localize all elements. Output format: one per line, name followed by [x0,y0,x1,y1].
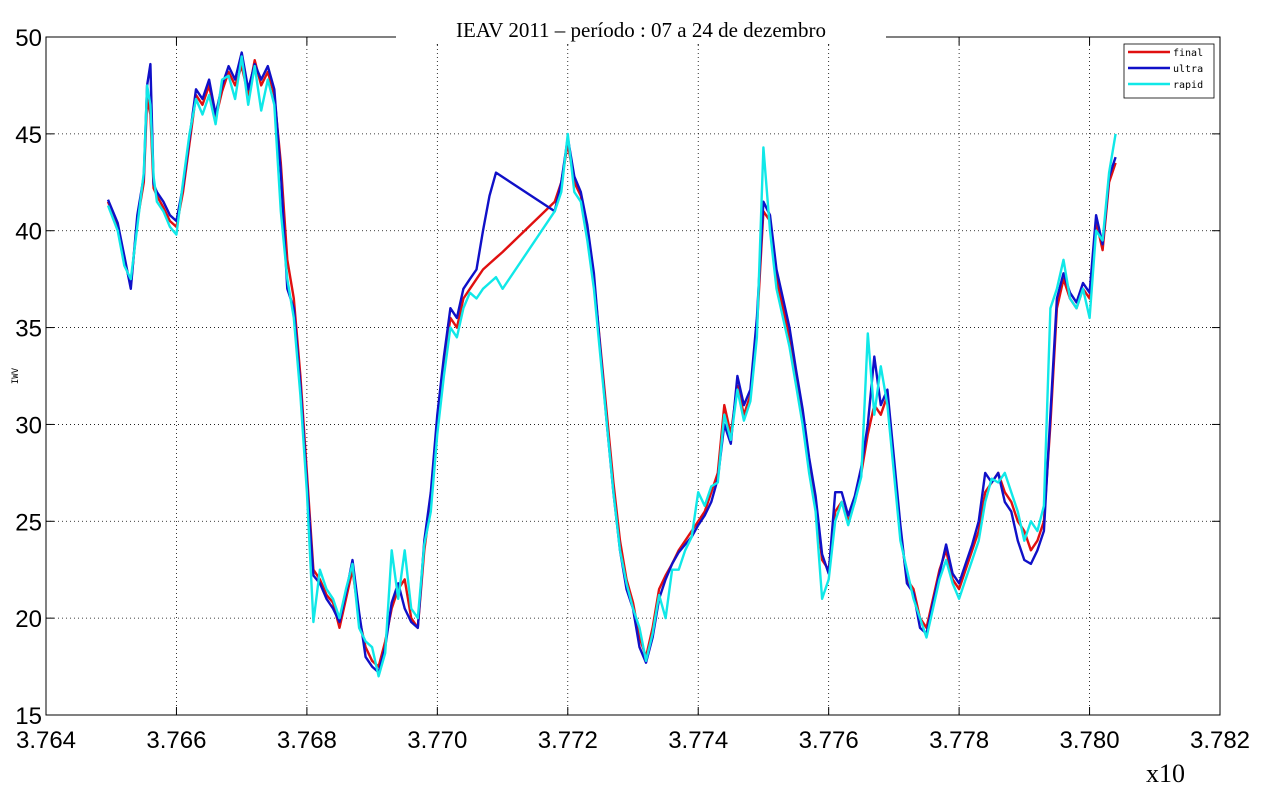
legend: final ultra rapid [1123,43,1215,99]
x-tick-label: 3.774 [668,727,728,754]
x-tick-label: 3.776 [799,727,859,754]
y-tick-label: 15 [15,703,42,730]
series-line-final [106,59,1117,668]
x-tick-labels: 3.764 3.766 3.768 3.770 3.772 3.774 3.776 3.778… [16,727,1250,754]
series-lines [106,51,1117,678]
series-line-rapid [106,55,1117,678]
y-tick-label: 25 [15,509,42,536]
x-tick-label: 3.768 [277,727,337,754]
legend-label-ultra: ultra [1173,64,1203,75]
y-tick-label: 35 [15,316,42,343]
legend-label-final: final [1173,48,1203,59]
x-tick-label: 3.778 [929,727,989,754]
legend-label-rapid: rapid [1173,80,1203,91]
y-tick-label: 30 [15,412,42,439]
y-tick-label: 20 [15,606,42,633]
x-tick-label: 3.772 [538,727,598,754]
x-axis-multiplier: x10 [1146,759,1185,788]
y-tick-labels: 15 20 25 30 35 40 45 50 [15,25,42,730]
x-tick-label: 3.770 [407,727,467,754]
title-background [396,18,886,44]
x-tick-label: 3.780 [1060,727,1120,754]
chart-title: IEAV 2011 – período : 07 a 24 de dezembr… [456,18,826,42]
y-axis-label: IWV [11,367,21,384]
x-tick-label: 3.782 [1190,727,1250,754]
y-tick-label: 45 [15,122,42,149]
x-tick-label: 3.766 [146,727,206,754]
legend-entries: final ultra rapid [1128,48,1203,91]
x-tick-label: 3.764 [16,727,76,754]
y-tick-label: 50 [15,25,42,52]
y-tick-label: 40 [15,219,42,246]
